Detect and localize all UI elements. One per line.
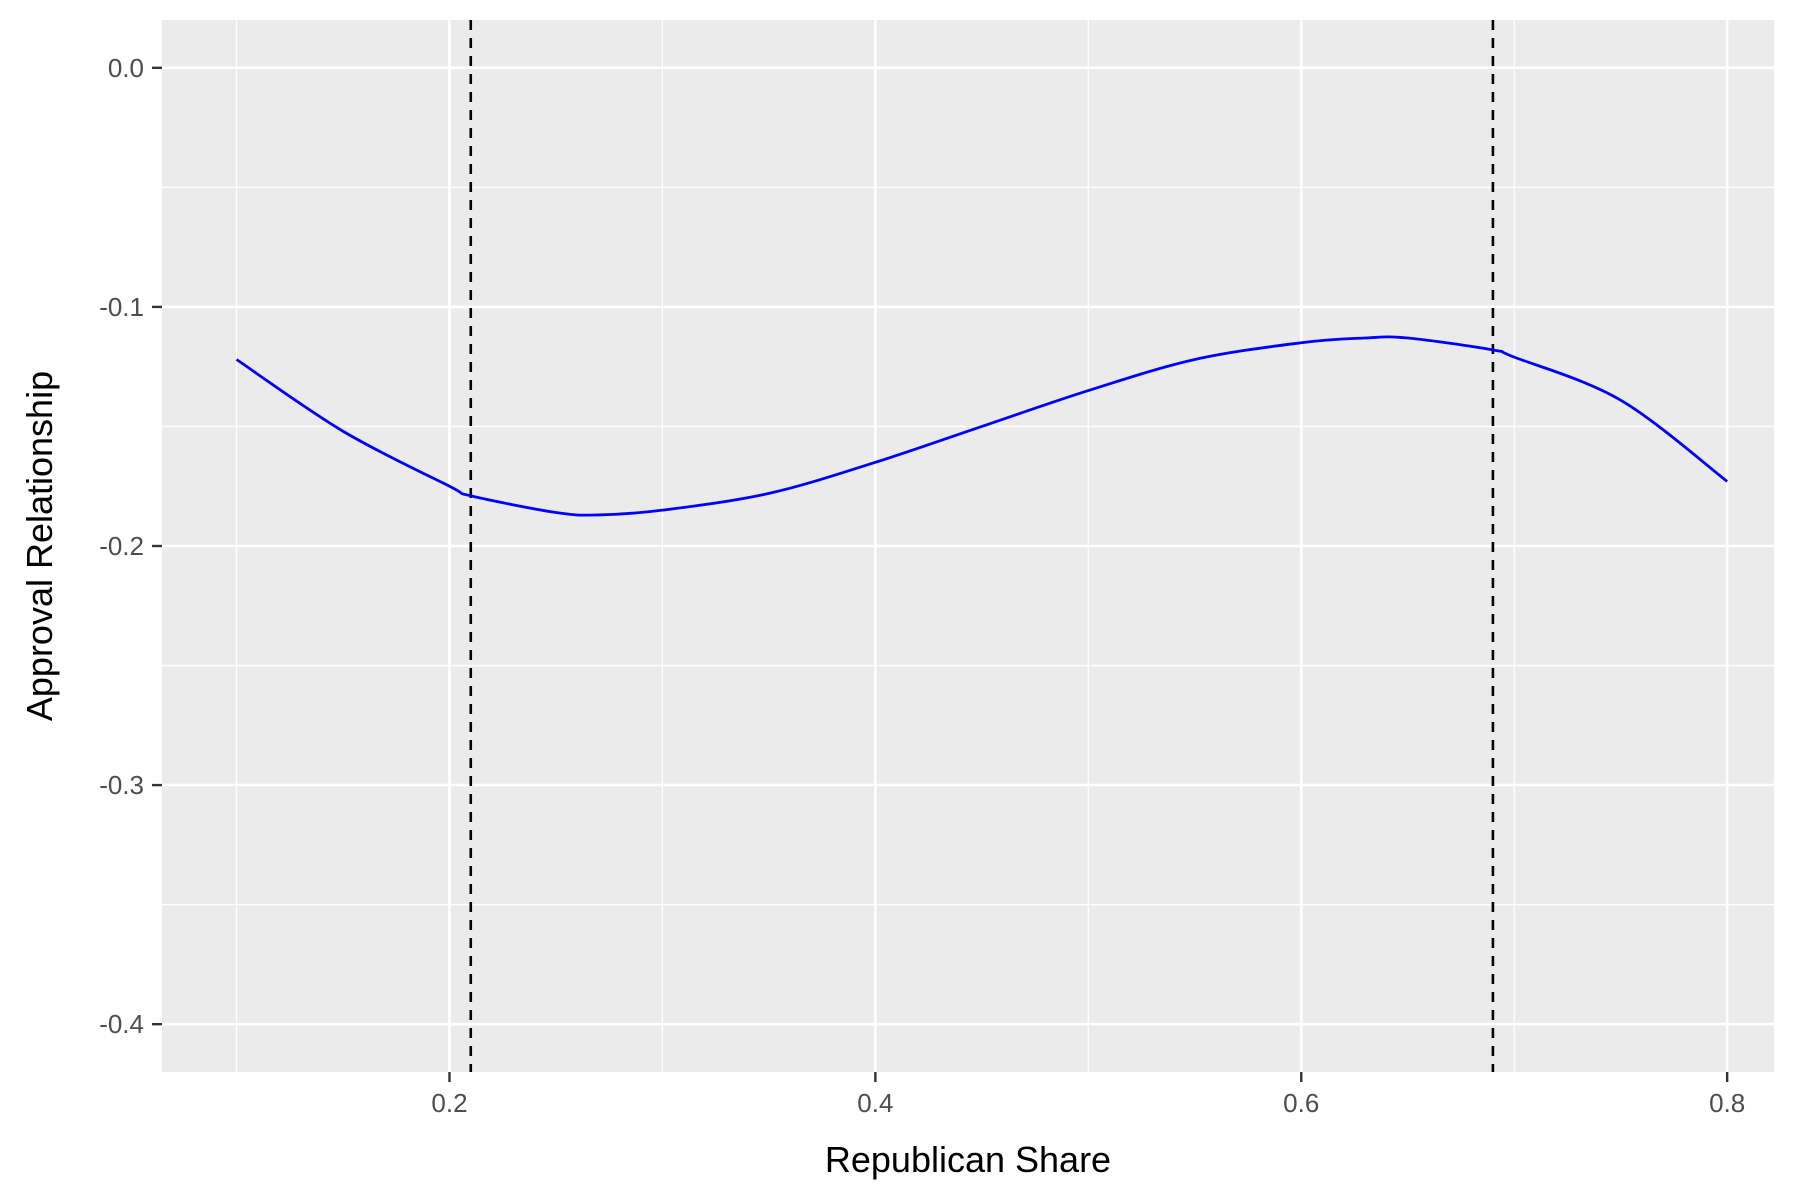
series-layer <box>235 335 1728 517</box>
x-axis-title: Republican Share <box>825 1139 1111 1180</box>
x-tick-label: 0.6 <box>1283 1088 1319 1118</box>
y-tick-label: -0.4 <box>99 1009 144 1039</box>
major-gridlines <box>162 20 1774 1072</box>
x-axis: 0.2 0.4 0.6 0.8 <box>431 1072 1745 1118</box>
y-axis: 0.0 -0.1 -0.2 -0.3 -0.4 <box>99 53 162 1039</box>
y-tick-label: -0.2 <box>99 531 144 561</box>
series-line <box>235 335 1728 517</box>
y-axis-title: Approval Relationship <box>19 371 60 721</box>
reference-lines <box>469 20 1495 1072</box>
x-tick-label: 0.4 <box>857 1088 893 1118</box>
y-tick-label: -0.1 <box>99 292 144 322</box>
x-tick-label: 0.8 <box>1709 1088 1745 1118</box>
y-tick-label: -0.3 <box>99 770 144 800</box>
y-tick-label: 0.0 <box>108 53 144 83</box>
x-tick-label: 0.2 <box>431 1088 467 1118</box>
